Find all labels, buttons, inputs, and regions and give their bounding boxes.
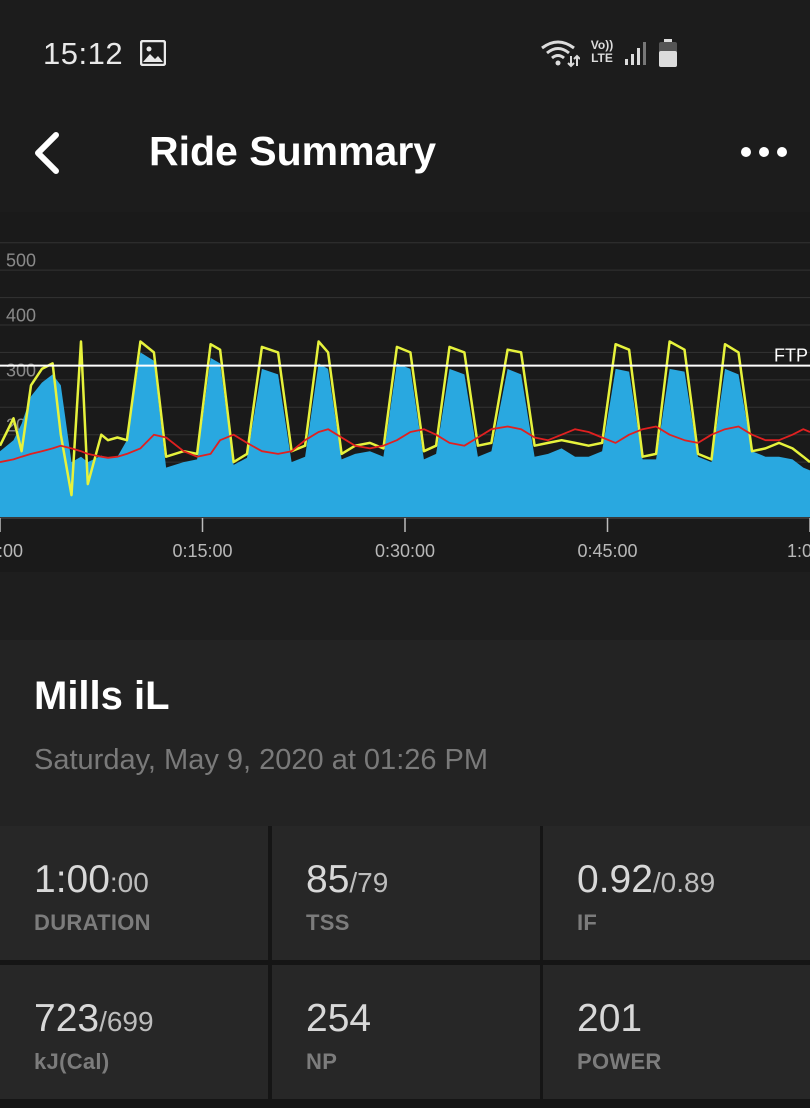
stat-value: 1:00:00: [34, 858, 149, 902]
power-chart[interactable]: 500400300200FTP0:000:15:000:30:000:45:00…: [0, 212, 810, 572]
stat-label: NP: [306, 1049, 338, 1074]
x-tick-label: 1:00: [787, 541, 810, 561]
stat-value-main: 254: [306, 997, 372, 1040]
x-tick-label: 0:00: [0, 541, 23, 561]
stat-kj: 723/699 kJ(Cal): [0, 965, 268, 1099]
ride-date: Saturday, May 9, 2020 at 01:26 PM: [34, 744, 489, 776]
stats-grid: 1:00:00 DURATION 85/79 TSS 0.92/0.89 IF …: [0, 826, 810, 1108]
x-tick-label: 0:45:00: [577, 541, 637, 561]
image-icon: [140, 40, 166, 66]
y-tick-label: 300: [6, 360, 36, 380]
stat-power: 201 POWER: [543, 965, 810, 1099]
stat-value-main: 1:00: [34, 858, 110, 901]
x-tick-label: 0:15:00: [172, 541, 232, 561]
series-power-line: [0, 340, 810, 497]
chart-svg: 500400300200FTP0:000:15:000:30:000:45:00…: [0, 242, 810, 561]
status-time: 15:12: [43, 36, 124, 71]
stat-value: 723/699: [34, 997, 154, 1041]
signal-icon: [625, 42, 646, 65]
stat-value-main: 85: [306, 858, 350, 901]
series-heart_rate-line: [0, 425, 810, 463]
stat-if: 0.92/0.89 IF: [543, 826, 810, 960]
section-divider: [0, 572, 810, 640]
status-bar: 15:12 Vo)) LTE: [0, 0, 810, 110]
stat-value-main: 0.92: [577, 858, 653, 901]
chevron-left-icon[interactable]: [26, 130, 72, 176]
app-bar: Ride Summary: [0, 110, 810, 200]
stat-value-main: 201: [577, 997, 643, 1040]
stat-label: POWER: [577, 1049, 662, 1074]
x-tick-label: 0:30:00: [375, 541, 435, 561]
stat-value-sub: :00: [109, 867, 149, 898]
stat-value-sub: /0.89: [652, 867, 716, 898]
more-horizontal-icon[interactable]: [732, 134, 796, 170]
stat-value: 0.92/0.89: [577, 858, 715, 902]
stat-np: 254 NP: [272, 965, 540, 1099]
ftp-label: FTP: [774, 346, 808, 366]
stat-value-sub: /79: [349, 867, 389, 898]
y-tick-label: 500: [6, 251, 36, 271]
battery-icon: [659, 39, 677, 67]
stat-value: 85/79: [306, 858, 388, 902]
stat-label: DURATION: [34, 910, 151, 935]
stat-label: kJ(Cal): [34, 1049, 110, 1074]
stat-label: TSS: [306, 910, 350, 935]
stat-duration: 1:00:00 DURATION: [0, 826, 268, 960]
ride-header: Mills iL Saturday, May 9, 2020 at 01:26 …: [0, 640, 810, 826]
stat-tss: 85/79 TSS: [272, 826, 540, 960]
volte-icon: Vo)) LTE: [587, 39, 617, 65]
stat-value-main: 723: [34, 997, 100, 1040]
stat-value: 254: [306, 997, 371, 1041]
wifi-icon: [541, 40, 580, 68]
stat-value-sub: /699: [99, 1006, 154, 1037]
stat-value: 201: [577, 997, 642, 1041]
volte-bottom-label: LTE: [591, 51, 613, 65]
volte-top-label: Vo)): [590, 38, 614, 52]
y-tick-label: 400: [6, 306, 36, 326]
page-title: Ride Summary: [149, 128, 437, 174]
ride-name: Mills iL: [34, 674, 170, 718]
stat-label: IF: [577, 910, 598, 935]
